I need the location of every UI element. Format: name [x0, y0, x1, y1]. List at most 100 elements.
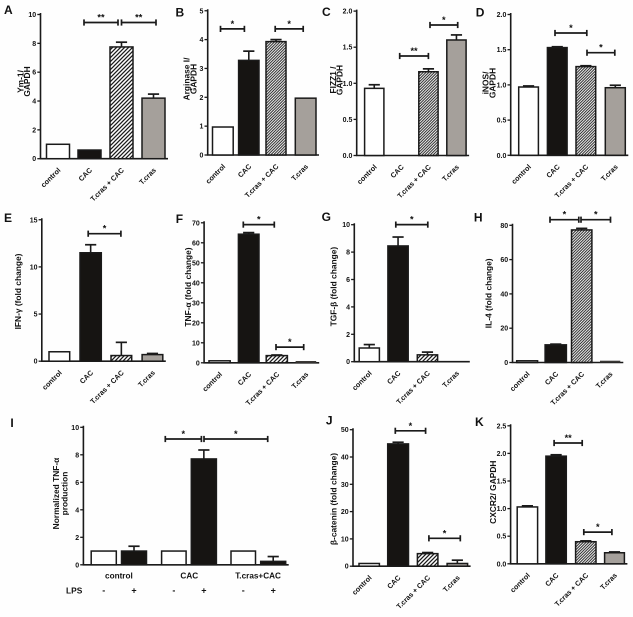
svg-text:1.5: 1.5: [343, 45, 353, 52]
svg-text:F: F: [176, 212, 183, 226]
svg-text:5: 5: [199, 8, 203, 15]
svg-text:-: -: [172, 586, 175, 596]
svg-text:G: G: [322, 210, 331, 224]
svg-text:E: E: [4, 211, 12, 225]
svg-text:70: 70: [192, 220, 200, 227]
svg-text:K: K: [475, 415, 484, 429]
svg-text:3: 3: [199, 66, 203, 73]
svg-text:50: 50: [341, 427, 349, 434]
svg-text:8: 8: [346, 250, 350, 257]
svg-text:40: 40: [192, 280, 200, 287]
svg-text:6: 6: [32, 70, 36, 77]
svg-text:4: 4: [346, 304, 350, 311]
svg-text:IFN-γ (fold change): IFN-γ (fold change): [13, 253, 23, 329]
svg-text:*: *: [443, 528, 447, 538]
svg-text:4: 4: [75, 507, 79, 514]
svg-text:2.5: 2.5: [497, 423, 507, 430]
svg-text:0.0: 0.0: [497, 561, 507, 568]
svg-text:*: *: [182, 429, 186, 439]
svg-text:1.0: 1.0: [497, 82, 507, 89]
svg-text:H: H: [474, 211, 483, 225]
svg-text:10: 10: [341, 536, 349, 543]
svg-text:1.0: 1.0: [343, 81, 353, 88]
svg-text:8: 8: [75, 452, 79, 459]
svg-text:0: 0: [196, 360, 200, 367]
svg-text:*: *: [599, 43, 603, 53]
svg-text:40: 40: [341, 455, 349, 462]
svg-text:**: **: [410, 46, 418, 56]
svg-text:-: -: [242, 586, 245, 596]
svg-text:10: 10: [71, 425, 79, 432]
svg-text:1.5: 1.5: [497, 47, 507, 54]
svg-text:2: 2: [75, 535, 79, 542]
svg-text:*: *: [103, 224, 107, 234]
svg-text:4: 4: [199, 37, 203, 44]
svg-text:2.0: 2.0: [497, 451, 507, 458]
svg-text:5: 5: [34, 312, 38, 319]
svg-text:TNF-α (fold change): TNF-α (fold change): [183, 247, 193, 326]
svg-text:B: B: [176, 6, 185, 20]
svg-text:*: *: [287, 19, 291, 29]
svg-text:T.cras+CAC: T.cras+CAC: [235, 572, 281, 581]
svg-text:60: 60: [192, 240, 200, 247]
svg-text:*: *: [231, 19, 235, 29]
svg-text:6: 6: [346, 277, 350, 284]
svg-text:0.5: 0.5: [497, 118, 507, 125]
svg-text:*: *: [288, 337, 292, 347]
svg-text:40: 40: [500, 291, 508, 298]
svg-text:2: 2: [199, 95, 203, 102]
svg-text:*: *: [410, 215, 414, 225]
svg-text:10: 10: [30, 264, 38, 271]
svg-text:0: 0: [345, 564, 349, 571]
svg-text:+: +: [131, 586, 136, 596]
svg-text:6: 6: [75, 480, 79, 487]
svg-text:Normalized TNF-α: Normalized TNF-α: [51, 457, 61, 530]
svg-text:Ym-1/: Ym-1/: [15, 69, 25, 92]
svg-text:GAPDH: GAPDH: [487, 68, 497, 98]
svg-text:*: *: [442, 15, 446, 25]
svg-text:8: 8: [32, 41, 36, 48]
svg-text:0: 0: [504, 360, 508, 367]
svg-text:Arginase I/: Arginase I/: [182, 57, 192, 100]
svg-text:I: I: [10, 416, 13, 430]
svg-text:β-catenin (fold change): β-catenin (fold change): [329, 453, 339, 545]
svg-text:FIZZ1 /: FIZZ1 /: [328, 66, 338, 94]
svg-text:*: *: [257, 215, 261, 225]
svg-text:CAC: CAC: [180, 572, 198, 581]
svg-text:*: *: [596, 522, 600, 532]
svg-text:4: 4: [32, 99, 36, 106]
svg-text:**: **: [135, 13, 143, 23]
svg-text:1: 1: [199, 124, 203, 131]
svg-text:TGF-β (fold change): TGF-β (fold change): [329, 247, 339, 327]
svg-text:0.5: 0.5: [497, 534, 507, 541]
svg-text:GAPDH: GAPDH: [188, 64, 198, 94]
svg-text:50: 50: [192, 260, 200, 267]
svg-text:15: 15: [30, 217, 38, 224]
svg-text:0: 0: [75, 562, 79, 569]
svg-text:1.5: 1.5: [497, 479, 507, 486]
svg-text:2.0: 2.0: [343, 9, 353, 16]
svg-text:C: C: [322, 5, 331, 19]
svg-text:production: production: [60, 472, 70, 516]
svg-text:*: *: [569, 23, 573, 33]
svg-text:2.0: 2.0: [497, 12, 507, 19]
svg-text:0: 0: [34, 359, 38, 366]
svg-text:LPS: LPS: [66, 586, 83, 596]
svg-text:10: 10: [28, 12, 36, 19]
svg-text:+: +: [201, 586, 206, 596]
svg-text:-: -: [102, 586, 105, 596]
svg-text:0: 0: [199, 153, 203, 160]
svg-text:J: J: [326, 414, 333, 428]
svg-text:GAPDH: GAPDH: [22, 66, 32, 96]
svg-text:30: 30: [341, 482, 349, 489]
svg-text:*: *: [563, 210, 567, 220]
svg-text:0.0: 0.0: [343, 153, 353, 160]
svg-text:0: 0: [346, 359, 350, 366]
svg-text:control: control: [105, 572, 133, 581]
svg-text:60: 60: [500, 257, 508, 264]
svg-text:GAPDH: GAPDH: [335, 65, 345, 95]
svg-text:+: +: [271, 586, 276, 596]
svg-text:IL-4 (fold change): IL-4 (fold change): [484, 258, 494, 328]
svg-text:1.0: 1.0: [497, 506, 507, 513]
svg-text:20: 20: [500, 326, 508, 333]
